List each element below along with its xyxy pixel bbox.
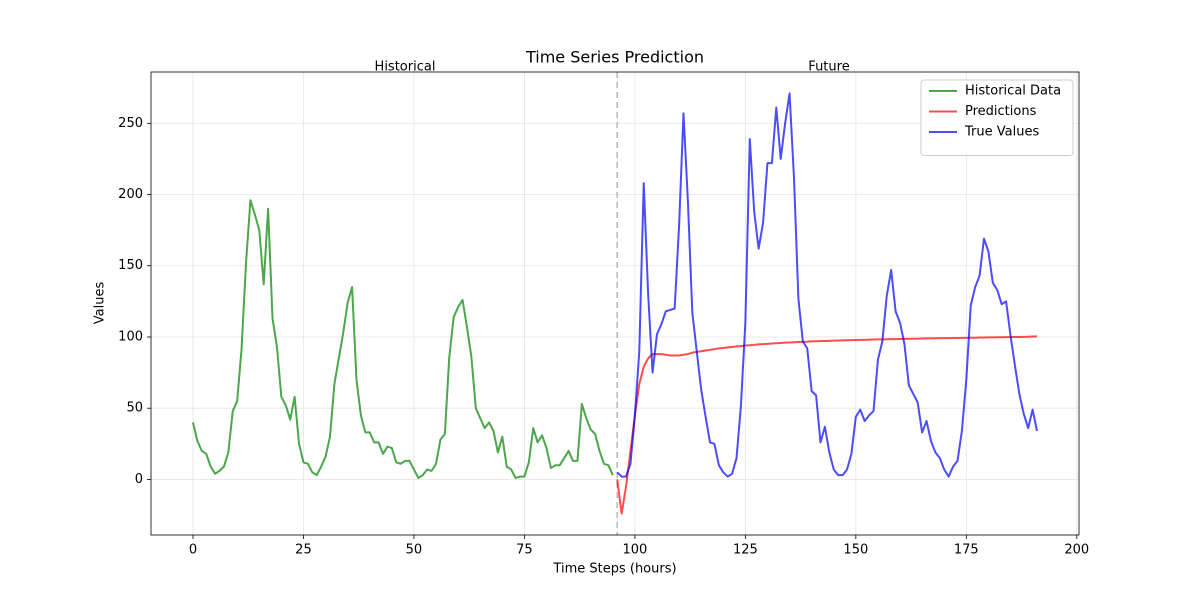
plot-frame xyxy=(150,71,1080,536)
legend-label: Historical Data xyxy=(965,84,1061,99)
x-tick-label: 75 xyxy=(516,543,533,558)
y-axis-label: Values xyxy=(93,282,108,325)
annotation: Future xyxy=(808,60,849,75)
y-tick-label: 250 xyxy=(118,116,143,131)
x-tick-label: 175 xyxy=(954,543,979,558)
x-tick-label: 125 xyxy=(733,543,758,558)
series-line xyxy=(192,199,614,480)
y-tick-label: 100 xyxy=(118,329,143,344)
x-tick-label: 0 xyxy=(189,543,197,558)
x-tick-label: 50 xyxy=(406,543,423,558)
legend-label: True Values xyxy=(964,125,1039,140)
x-tick-label: 25 xyxy=(295,543,312,558)
y-tick-label: 200 xyxy=(118,187,143,202)
chart-title: Time Series Prediction xyxy=(525,48,704,67)
y-tick-label: 0 xyxy=(135,472,143,487)
series-line xyxy=(616,92,1038,478)
y-tick-label: 50 xyxy=(126,401,143,416)
x-tick-label: 150 xyxy=(843,543,868,558)
y-tick-label: 150 xyxy=(118,258,143,273)
legend-label: Predictions xyxy=(965,104,1037,119)
x-tick-label: 100 xyxy=(622,543,647,558)
legend-box xyxy=(920,79,1074,156)
series-line xyxy=(616,335,1038,515)
x-axis-label: Time Steps (hours) xyxy=(552,562,676,577)
x-tick-label: 200 xyxy=(1064,543,1089,558)
annotation: Historical xyxy=(375,60,436,75)
